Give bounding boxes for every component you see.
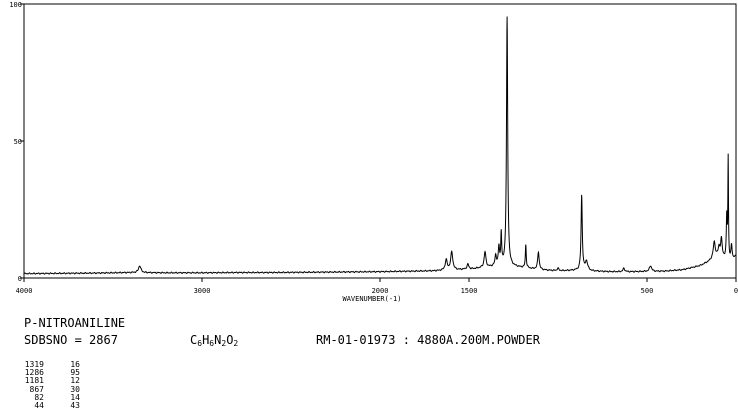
peak-wavenumber: 867 — [29, 384, 44, 394]
peak-wavenumber: 1286 — [24, 368, 44, 378]
formula-subscript: 6 — [209, 339, 215, 348]
x-axis-label: WAVENUMBER(-1) — [342, 295, 401, 303]
y-tick-label: 50 — [14, 138, 22, 146]
formula-subscript: 6 — [197, 339, 203, 348]
peak-row: 1286 95 — [18, 368, 80, 378]
x-tick-label: 0 — [734, 287, 738, 295]
formula-subscript: 2 — [233, 339, 239, 348]
compound-name: P-NITROANILINE — [24, 316, 126, 330]
peak-intensity: 30 — [70, 384, 80, 394]
peak-intensity: 14 — [70, 392, 80, 402]
formula-subscript: 2 — [221, 339, 227, 348]
x-tick-label: 1500 — [461, 287, 478, 295]
molecular-formula: C6H6N2O2 — [190, 333, 238, 348]
peak-row: 44 43 — [18, 401, 80, 411]
sdbs-number: SDBSNO = 2867 — [24, 333, 118, 347]
formula-element: H — [202, 333, 210, 347]
x-tick-label: 500 — [641, 287, 654, 295]
peak-wavenumber: 44 — [34, 401, 44, 411]
peak-table: 1319 16 1286 95 1181 12 867 30 82 14 44 43 — [18, 360, 80, 411]
plot-frame — [23, 3, 737, 279]
peak-wavenumber: 82 — [34, 392, 44, 402]
peak-intensity: 43 — [70, 401, 80, 411]
formula-element: O — [226, 333, 234, 347]
peak-row: 867 30 — [18, 384, 80, 394]
peak-wavenumber: 1181 — [24, 376, 44, 386]
formula-element: N — [214, 333, 222, 347]
y-tick-label: 100 — [9, 1, 22, 9]
peak-wavenumber: 1319 — [24, 360, 44, 369]
plot-border — [23, 3, 737, 279]
y-tick-label: 0 — [18, 275, 22, 283]
x-tick-label: 4000 — [16, 287, 33, 295]
peak-row: 82 14 — [18, 392, 80, 402]
peak-intensity: 12 — [70, 376, 80, 386]
x-tick-label: 2000 — [372, 287, 389, 295]
tick-label-group: 4000 3000 2000 1500 500 0 0 50 100 — [9, 1, 738, 295]
peak-intensity: 95 — [70, 368, 80, 378]
peak-row: 1181 12 — [18, 377, 80, 385]
formula-element: C — [190, 333, 198, 347]
spectrum-chart: 4000 3000 2000 1500 500 0 0 50 100 WAVENUMBER(-1… — [9, 1, 738, 303]
spectrum-line — [23, 16, 737, 275]
measurement-info: RM-01-01973 : 4880A.200M.POWDER — [316, 333, 540, 347]
x-tick-label: 3000 — [194, 287, 211, 295]
tick-group — [20, 3, 737, 282]
peak-intensity: 16 — [70, 360, 80, 369]
peak-row: 1319 16 — [18, 360, 80, 369]
